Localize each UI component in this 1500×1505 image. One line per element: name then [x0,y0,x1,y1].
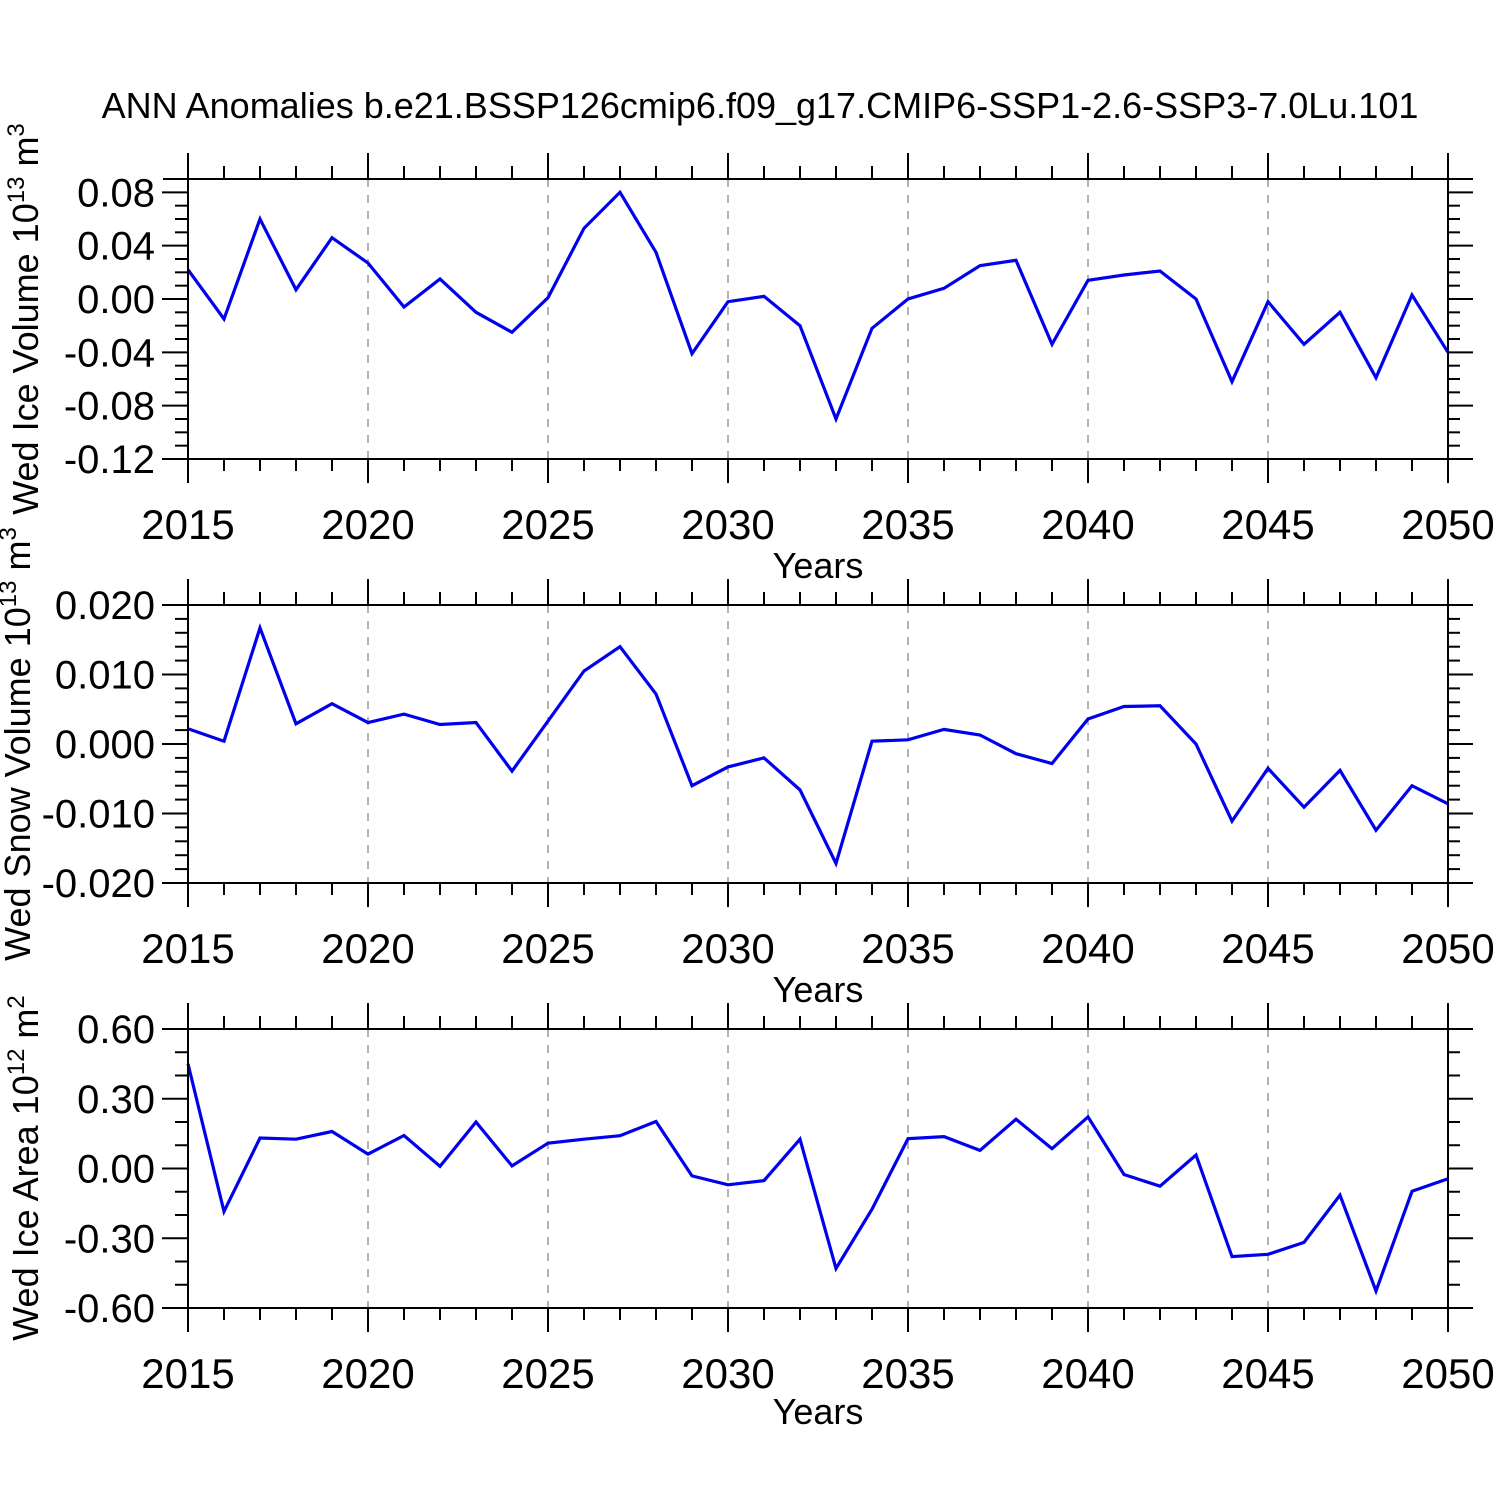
x-tick-label: 2035 [861,501,954,548]
x-axis-title-years-2: Years [773,969,864,1010]
panel-ice-area: 2015 2020 2025 2030 2035 2040 2045 2050 0.60 0.30… [3,995,1495,1432]
x-tick-label: 2045 [1221,1350,1314,1397]
y-tick-label: -0.010 [42,793,155,837]
x-tick-label: 2050 [1401,925,1494,972]
x-tick-label: 2040 [1041,501,1134,548]
x-tick-label: 2020 [321,1350,414,1397]
x-tick-label: 2050 [1401,501,1494,548]
x-tick-label: 2050 [1401,1350,1494,1397]
y-tick-label: 0.00 [77,1148,155,1192]
plot-area-ice-volume: 2015 2020 2025 2030 2035 2040 2045 2050 0.08 0.04… [64,153,1495,548]
x-tick-label: 2025 [501,925,594,972]
y-axis-title-ice-area: Wed Ice Area 1012 m2 [3,995,46,1341]
y-tick-label: -0.020 [42,862,155,906]
x-axis-title-years-3: Years [773,1391,864,1432]
x-tick-label: 2025 [501,1350,594,1397]
x-tick-label: 2015 [141,925,234,972]
x-tick-label: 2040 [1041,1350,1134,1397]
y-tick-label: -0.60 [64,1287,155,1331]
x-tick-label: 2015 [141,1350,234,1397]
x-tick-label: 2045 [1221,925,1314,972]
x-tick-label: 2030 [681,1350,774,1397]
x-tick-label: 2020 [321,501,414,548]
plot-area-snow-volume: 2015 2020 2025 2030 2035 2040 2045 2050 0.020 0.0… [42,579,1495,972]
panel-ice-volume: 2015 2020 2025 2030 2035 2040 2045 2050 0.08 0.04… [3,123,1495,586]
data-line [186,189,1450,424]
y-tick-label: 0.30 [77,1078,155,1122]
x-tick-label: 2040 [1041,925,1134,972]
x-tick-label: 2035 [861,925,954,972]
y-axis-title-ice-volume: Wed Ice Volume 1013 m3 [3,123,46,515]
y-tick-label: 0.60 [77,1008,155,1052]
y-tick-label: 0.08 [77,171,155,215]
x-tick-label: 2020 [321,925,414,972]
y-tick-label: -0.12 [64,438,155,482]
figure-title: ANN Anomalies b.e21.BSSP126cmip6.f09_g17… [102,85,1419,126]
y-axis-title-snow-volume: Wed Snow Volume 1013 m3 [0,527,38,961]
x-tick-label: 2030 [681,501,774,548]
panel-snow-volume: 2015 2020 2025 2030 2035 2040 2045 2050 0.020 0.0… [0,527,1495,1010]
y-tick-label: -0.30 [64,1217,155,1261]
y-tick-label: 0.010 [55,654,155,698]
y-tick-label: 0.00 [77,278,155,322]
x-axis-title-years-1: Years [773,545,864,586]
y-tick-label: 0.000 [55,723,155,767]
y-tick-label: -0.04 [64,331,155,375]
y-tick-label: 0.020 [55,584,155,628]
x-tick-label: 2045 [1221,501,1314,548]
x-tick-label: 2015 [141,501,234,548]
data-line [186,1063,1449,1296]
x-tick-label: 2030 [681,925,774,972]
x-tick-label: 2035 [861,1350,954,1397]
y-tick-label: -0.08 [64,385,155,429]
x-tick-label: 2025 [501,501,594,548]
data-line [187,623,1449,868]
plot-area-ice-area: 2015 2020 2025 2030 2035 2040 2045 2050 0.60 0.30… [64,1003,1495,1397]
y-tick-label: 0.04 [77,225,155,269]
